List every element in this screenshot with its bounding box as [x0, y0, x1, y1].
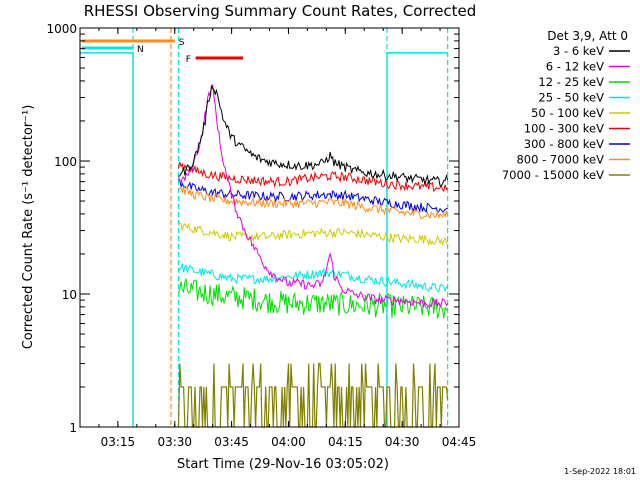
x-axis-label: Start Time (29-Nov-16 03:05:02)	[177, 457, 389, 472]
footer-timestamp: 1-Sep-2022 18:01	[564, 467, 636, 476]
x-tick-label-0: 03:15	[101, 435, 136, 449]
legend-label-1: 6 - 12 keV	[546, 60, 604, 74]
legend-label-0: 3 - 6 keV	[553, 44, 604, 58]
legend-label-4: 50 - 100 keV	[531, 106, 604, 120]
y-tick-label-3: 1000	[46, 22, 77, 36]
flag-label-F: F	[186, 55, 191, 65]
flag-label-N: N	[137, 45, 144, 55]
y-tick-label-2: 100	[54, 155, 77, 169]
legend-label-6: 300 - 800 keV	[524, 137, 604, 151]
y-tick-label-1: 10	[62, 288, 77, 302]
series-line-6	[178, 178, 448, 214]
series-line-0	[178, 84, 449, 187]
flag-label-S: S	[179, 38, 185, 48]
legend-header: Det 3,9, Att 0	[547, 29, 628, 43]
plot-frame	[79, 27, 460, 428]
y-tick-label-0: 1	[69, 421, 77, 435]
night-level-left	[80, 52, 134, 427]
x-tick-label-3: 04:00	[271, 435, 306, 449]
plot-area: SF N	[80, 28, 449, 428]
x-tick-label-5: 04:30	[385, 435, 420, 449]
legend-label-5: 100 - 300 keV	[524, 122, 604, 136]
chart-title: RHESSI Observing Summary Count Rates, Co…	[84, 2, 477, 20]
x-tick-label-4: 04:15	[328, 435, 363, 449]
series-line-4	[178, 222, 449, 247]
legend-label-2: 12 - 25 keV	[538, 75, 604, 89]
legend-label-7: 800 - 7000 keV	[516, 153, 604, 167]
axis-ticks: 03:15 03:30 03:45 04:00 04:15 04:30 04:45 1 10 10…	[46, 22, 476, 449]
x-tick-label-6: 04:45	[442, 435, 477, 449]
legend-label-8: 7000 - 15000 keV	[502, 168, 604, 182]
x-tick-label-2: 03:45	[214, 435, 249, 449]
legend-label-3: 25 - 50 keV	[538, 91, 604, 105]
y-axis-label: Corrected Count Rate (s⁻¹ detector⁻¹)	[21, 105, 36, 350]
series-line-2	[178, 278, 448, 319]
x-tick-label-1: 03:30	[157, 435, 192, 449]
series-line-8	[177, 362, 449, 428]
series-line-7	[178, 186, 449, 220]
series-line-1	[178, 84, 449, 308]
series-line-3	[178, 263, 448, 293]
series-line-5	[178, 161, 449, 193]
